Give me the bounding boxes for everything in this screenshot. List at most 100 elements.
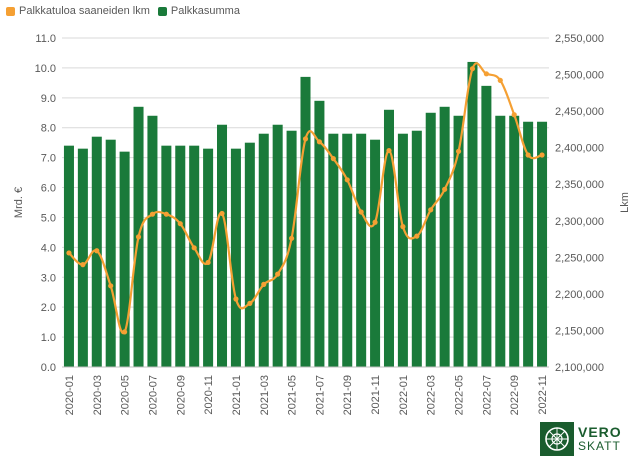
bar	[509, 115, 520, 367]
x-tick-label: 2021-03	[259, 375, 271, 415]
left-tick-label: 8.0	[41, 123, 56, 135]
bar	[119, 151, 130, 367]
bar	[77, 148, 88, 367]
count-line	[68, 62, 543, 335]
count-point	[205, 259, 211, 266]
left-tick-label: 2.0	[41, 302, 56, 314]
bar	[244, 142, 255, 367]
left-tick-label: 3.0	[41, 272, 56, 284]
count-point	[386, 147, 392, 154]
count-point	[149, 211, 156, 217]
x-tick-label: 2020-09	[175, 375, 187, 415]
count-point	[177, 221, 183, 227]
emblem-icon	[540, 422, 574, 456]
x-tick-label: 2022-11	[537, 375, 549, 415]
count-point	[511, 112, 517, 118]
x-tick-label: 2022-01	[398, 375, 410, 415]
bar	[63, 145, 74, 367]
right-tick-label: 2,300,000	[555, 216, 604, 228]
right-tick-label: 2,550,000	[555, 33, 604, 45]
legend-label-count: Palkkatuloa saaneiden lkm	[19, 5, 150, 17]
bar	[217, 124, 228, 368]
left-axis-title: Mrd. €	[13, 187, 25, 218]
left-tick-label: 0.0	[41, 362, 56, 374]
count-point	[525, 152, 531, 158]
count-point	[191, 245, 197, 251]
legend-swatch-green	[157, 6, 167, 16]
bar	[397, 133, 408, 367]
logo-line2: SKATT	[578, 439, 621, 453]
bar	[342, 133, 353, 367]
bar	[230, 148, 241, 367]
bar	[537, 121, 548, 367]
bar	[286, 130, 297, 367]
bar	[272, 124, 283, 368]
bar	[161, 145, 172, 367]
right-axis-title: Lkm	[619, 192, 631, 213]
right-tick-label: 2,450,000	[555, 106, 604, 118]
count-point	[428, 207, 434, 213]
count-point	[358, 209, 364, 215]
bar	[495, 115, 506, 367]
count-point	[135, 234, 142, 240]
count-point	[330, 156, 336, 162]
count-point	[261, 281, 267, 287]
left-tick-label: 4.0	[41, 242, 56, 254]
x-tick-label: 2020-03	[92, 375, 104, 415]
legend-item-sum: Palkkasumma	[157, 5, 240, 17]
count-point	[288, 235, 295, 241]
left-tick-label: 6.0	[41, 183, 56, 195]
count-point	[122, 329, 128, 335]
bar	[383, 109, 394, 368]
right-tick-label: 2,400,000	[555, 143, 604, 155]
bar	[175, 145, 186, 367]
bar	[203, 148, 214, 367]
count-point	[442, 186, 448, 192]
bar	[300, 76, 311, 367]
bar	[314, 100, 325, 368]
count-point	[414, 233, 420, 239]
bar	[453, 115, 464, 367]
x-tick-label: 2022-07	[481, 375, 493, 415]
count-point	[219, 210, 225, 217]
x-tick-label: 2021-07	[314, 375, 326, 415]
right-tick-label: 2,250,000	[555, 252, 604, 264]
left-tick-label: 11.0	[35, 33, 56, 45]
bar	[258, 133, 269, 367]
bar	[439, 106, 450, 368]
bar	[467, 61, 478, 367]
left-tick-label: 1.0	[41, 332, 56, 344]
x-tick-label: 2020-07	[147, 375, 159, 415]
bar	[328, 133, 339, 367]
x-tick-label: 2020-11	[203, 375, 215, 415]
count-point	[316, 139, 323, 145]
count-point	[163, 211, 169, 217]
x-tick-label: 2021-01	[231, 375, 243, 415]
bar	[411, 130, 422, 367]
bar	[523, 121, 534, 367]
legend-swatch-orange	[6, 6, 15, 16]
x-tick-label: 2021-09	[342, 375, 354, 415]
count-point	[80, 262, 86, 268]
count-point	[344, 177, 350, 183]
count-point	[66, 250, 72, 256]
bar	[425, 112, 436, 367]
x-tick-label: 2020-05	[120, 375, 132, 415]
count-point	[483, 71, 489, 77]
count-point	[302, 136, 309, 142]
x-tick-label: 2021-11	[370, 375, 382, 415]
legend-label-sum: Palkkasumma	[170, 5, 240, 17]
left-tick-label: 5.0	[41, 212, 56, 224]
left-tick-label: 7.0	[41, 153, 56, 165]
count-point	[94, 248, 100, 254]
bar	[481, 85, 492, 367]
left-tick-label: 10.0	[35, 63, 56, 75]
x-tick-label: 2021-05	[287, 375, 299, 415]
count-point	[247, 300, 253, 306]
bar	[356, 133, 367, 367]
count-point	[497, 77, 503, 84]
count-point	[455, 148, 462, 154]
logo-text: VERO SKATT	[578, 425, 622, 453]
